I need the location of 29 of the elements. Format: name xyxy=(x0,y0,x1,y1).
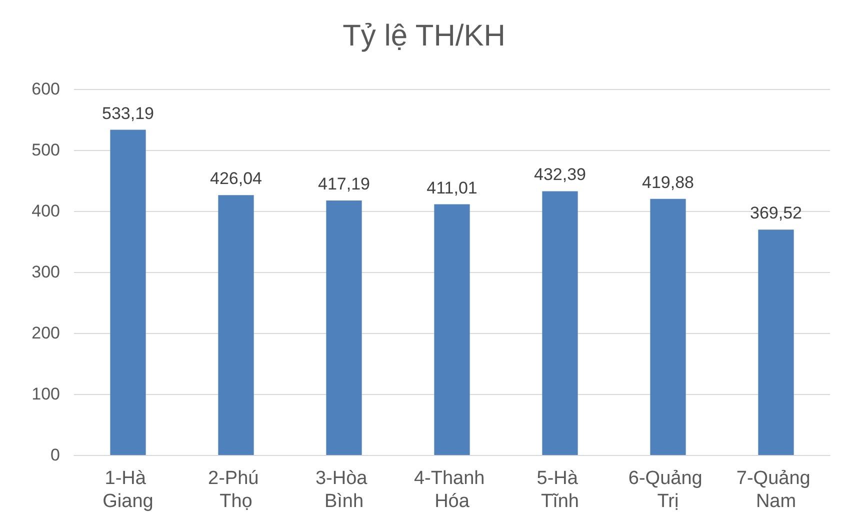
bar xyxy=(434,204,470,455)
x-tick-label: 6-Quảng Trị xyxy=(628,468,708,512)
data-label: 419,88 xyxy=(642,172,694,192)
x-tick-label: 1-Hà Giang xyxy=(102,468,154,512)
x-tick-label: 3-Hòa Bình xyxy=(315,468,373,512)
chart-title: Tỷ lệ TH/KH xyxy=(342,20,506,52)
y-tick-label: 0 xyxy=(50,446,60,464)
data-label: 432,39 xyxy=(534,165,586,184)
y-tick-label: 600 xyxy=(32,80,60,98)
y-tick-label: 300 xyxy=(32,262,60,282)
data-label: 426,04 xyxy=(210,169,262,188)
x-tick-label: 4-Thanh Hóa xyxy=(414,468,490,512)
data-label: 369,52 xyxy=(750,204,802,223)
y-tick-label: 200 xyxy=(32,324,60,342)
x-tick-label: 2-Phú Thọ xyxy=(208,468,264,512)
bar xyxy=(326,200,362,455)
y-tick-label: 500 xyxy=(32,140,60,160)
bar xyxy=(650,198,686,455)
data-label: 417,19 xyxy=(318,174,370,194)
data-label: 411,01 xyxy=(426,178,478,198)
x-tick-label: 5-Hà Tĩnh xyxy=(536,468,584,512)
y-tick-label: 100 xyxy=(32,384,60,404)
x-tick-label: 7-Quảng Nam xyxy=(736,468,816,512)
bar xyxy=(218,195,254,455)
bar xyxy=(542,191,578,455)
bar xyxy=(758,230,794,455)
y-tick-label: 400 xyxy=(32,202,60,220)
data-label: 533,19 xyxy=(102,104,154,123)
bar xyxy=(110,130,146,455)
